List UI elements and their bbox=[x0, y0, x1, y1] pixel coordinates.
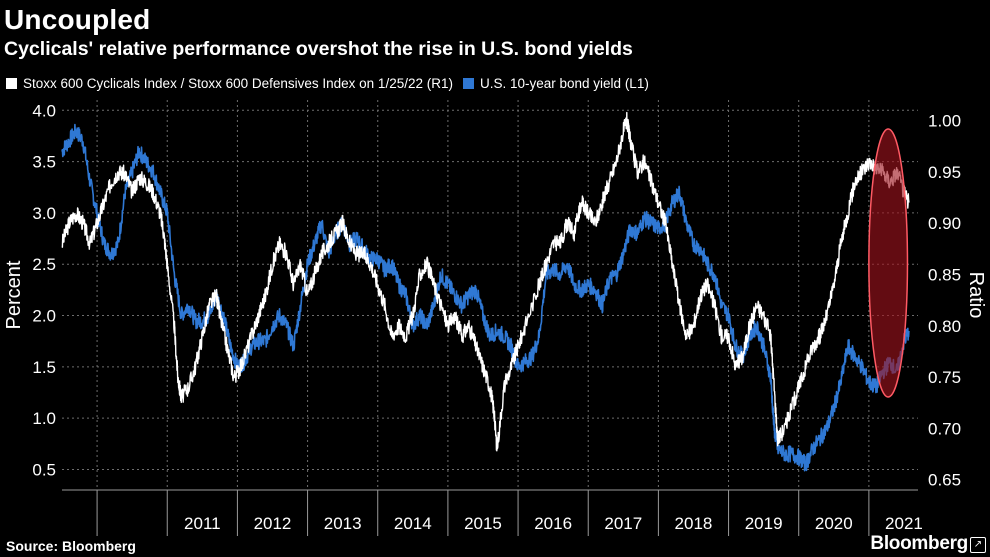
legend-label-yield: U.S. 10-year bond yield (L1) bbox=[479, 76, 649, 91]
x-tick-label: 2014 bbox=[394, 514, 432, 533]
x-tick-label: 2019 bbox=[745, 514, 783, 533]
right-axis-title: Ratio bbox=[965, 272, 987, 319]
bloomberg-logo: Bloomberg bbox=[870, 533, 968, 554]
left-tick-label: 4.0 bbox=[32, 101, 56, 120]
right-tick-label: 0.95 bbox=[928, 163, 961, 182]
left-tick-label: 3.0 bbox=[32, 204, 56, 223]
chart-subtitle: Cyclicals' relative performance overshot… bbox=[4, 38, 633, 60]
right-tick-label: 0.75 bbox=[928, 368, 961, 387]
left-tick-label: 0.5 bbox=[32, 460, 56, 479]
left-axis-title: Percent bbox=[3, 260, 25, 329]
right-tick-label: 0.80 bbox=[928, 317, 961, 336]
left-tick-label: 2.0 bbox=[32, 307, 56, 326]
series-line-us-10y-yield bbox=[61, 123, 910, 472]
x-tick-label: 2018 bbox=[675, 514, 713, 533]
x-tick-label: 2011 bbox=[184, 514, 221, 533]
x-tick-label: 2017 bbox=[604, 514, 642, 533]
highlight-ellipse bbox=[868, 128, 909, 398]
legend-swatch-yield bbox=[462, 78, 474, 89]
bloomberg-terminal-icon: ↗ bbox=[970, 537, 986, 553]
right-tick-label: 0.70 bbox=[928, 419, 961, 438]
left-tick-label: 1.0 bbox=[32, 409, 56, 428]
source-note: Source: Bloomberg bbox=[6, 538, 136, 554]
legend-label-cyclicals: Stoxx 600 Cyclicals Index / Stoxx 600 De… bbox=[23, 76, 453, 91]
x-tick-label: 2013 bbox=[324, 514, 362, 533]
x-tick-label: 2015 bbox=[464, 514, 502, 533]
right-tick-label: 0.85 bbox=[928, 265, 961, 284]
left-tick-label: 1.5 bbox=[32, 358, 56, 377]
left-tick-label: 3.5 bbox=[32, 153, 56, 172]
x-tick-label: 2012 bbox=[254, 514, 292, 533]
chart-title: Uncoupled bbox=[4, 4, 151, 35]
right-tick-label: 1.00 bbox=[928, 112, 961, 131]
x-tick-label: 2016 bbox=[534, 514, 572, 533]
right-tick-label: 0.65 bbox=[928, 471, 961, 490]
x-tick-label: 2021 bbox=[885, 514, 923, 533]
legend-swatch-cyclicals bbox=[6, 78, 17, 89]
x-tick-label: 2020 bbox=[815, 514, 853, 533]
left-tick-label: 2.5 bbox=[32, 255, 56, 274]
right-tick-label: 0.90 bbox=[928, 214, 961, 233]
series-line-cyclicals-defensives bbox=[61, 111, 910, 452]
chart-legend: Stoxx 600 Cyclicals Index / Stoxx 600 De… bbox=[6, 76, 649, 91]
